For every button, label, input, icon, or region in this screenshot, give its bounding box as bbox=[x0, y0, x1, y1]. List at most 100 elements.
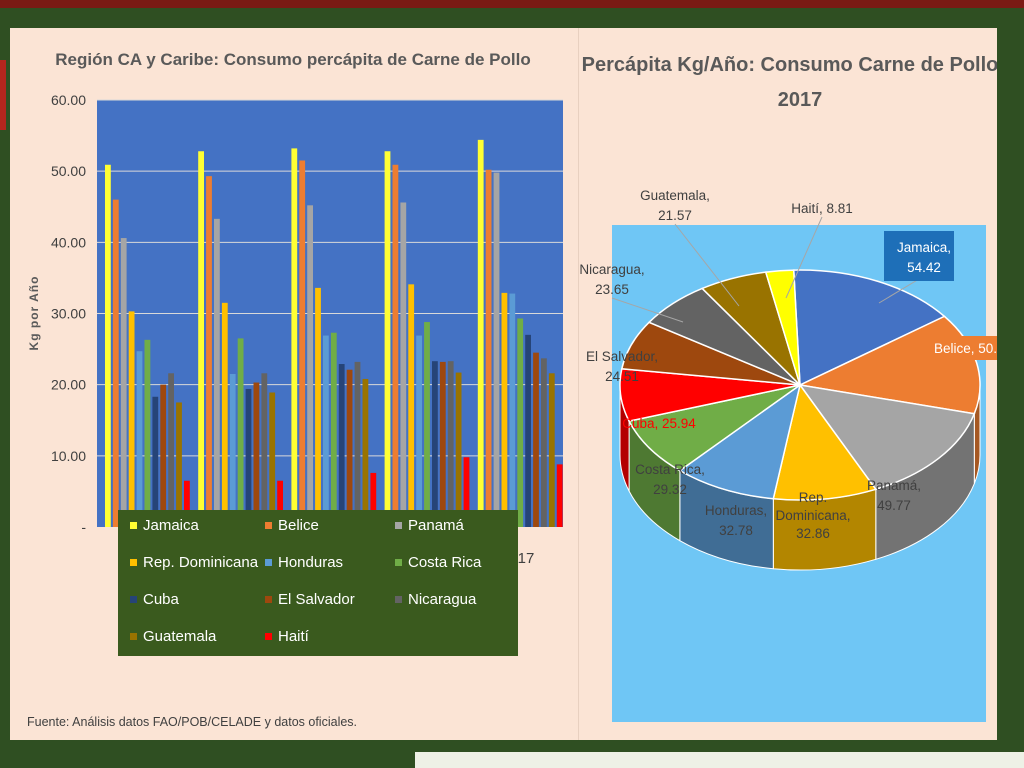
bar-y-axis-label: Kg por Año bbox=[27, 276, 41, 351]
bar-honduras-3 bbox=[416, 335, 422, 527]
bar-guatemala-4 bbox=[548, 373, 555, 527]
pie-label: Haití, 8.81 bbox=[791, 201, 853, 216]
bar-y-tick-labels: - 10.00 20.00 30.00 40.00 50.00 60.00 bbox=[51, 92, 86, 535]
bar-nicaragua-1 bbox=[261, 373, 268, 527]
bar-belice-3 bbox=[392, 164, 399, 528]
pie-leader-line bbox=[785, 216, 823, 299]
bar-guatemala-0 bbox=[176, 402, 182, 527]
bar-costa-rica-3 bbox=[424, 322, 430, 527]
bar-legend: Jamaica Belice Panamá Rep. Dominicana Hondur… bbox=[130, 517, 482, 645]
bar-cuba-1 bbox=[245, 388, 252, 527]
pie-slice-honduras bbox=[678, 383, 802, 500]
pie-chart-title-line1: Percápita Kg/Año: Consumo Carne de Pollo bbox=[582, 54, 997, 76]
pie-label-value: 21.57 bbox=[658, 208, 692, 223]
pie-label: Belice, 50.22 bbox=[934, 341, 997, 356]
pie-slice-rep-dominicana bbox=[772, 383, 878, 501]
bar-hait--1 bbox=[277, 480, 283, 527]
legend-label: Costa Rica bbox=[408, 554, 482, 571]
pie-slice-panam bbox=[798, 383, 976, 491]
bar-nicaragua-4 bbox=[541, 358, 547, 527]
bar-rep-dominicana-1 bbox=[221, 302, 228, 527]
bar-el-salvador-3 bbox=[439, 361, 446, 527]
bar-el-salvador-0 bbox=[160, 384, 167, 527]
bar-y-tick: - bbox=[81, 519, 86, 535]
legend-swatch bbox=[130, 633, 137, 640]
pie-label-name: Panamá, bbox=[867, 478, 921, 493]
pie-label-value: 49.77 bbox=[877, 498, 911, 513]
bar-cuba-3 bbox=[432, 361, 438, 527]
bar-jamaica-3 bbox=[384, 151, 391, 527]
bar-costa-rica-1 bbox=[237, 338, 244, 527]
pie-label-name: El Salvador, bbox=[586, 349, 658, 364]
legend-label: El Salvador bbox=[278, 591, 355, 608]
pie-label-value: 54.42 bbox=[907, 260, 941, 275]
pie-label-name: Rep. bbox=[799, 490, 828, 505]
bar-belice-1 bbox=[206, 176, 212, 528]
bar-panam--0 bbox=[120, 238, 127, 527]
legend-label: Cuba bbox=[143, 591, 180, 608]
bar-honduras-4 bbox=[509, 293, 516, 527]
bar-y-tick: 50.00 bbox=[51, 163, 86, 179]
bar-rep-dominicana-2 bbox=[315, 287, 321, 527]
bar-costa-rica-4 bbox=[517, 318, 524, 527]
bar-honduras-2 bbox=[323, 335, 329, 527]
bar-chart-panel: Región CA y Caribe: Consumo percápita de… bbox=[10, 28, 578, 740]
bar-hait--4 bbox=[556, 464, 563, 527]
pie-slice-costa-rica bbox=[627, 384, 801, 472]
pie-label-value: 23.65 bbox=[595, 282, 629, 297]
bar-x-tick-label: 17 bbox=[518, 550, 535, 567]
bar-hait--2 bbox=[370, 472, 377, 527]
pie-label-value: 29.32 bbox=[653, 482, 687, 497]
bar-panam--4 bbox=[493, 172, 500, 527]
bar-chart: Región CA y Caribe: Consumo percápita de… bbox=[27, 50, 563, 729]
legend-label: Rep. Dominicana bbox=[143, 554, 259, 571]
legend-label: Jamaica bbox=[143, 517, 200, 534]
pie-leader-line bbox=[674, 223, 740, 307]
legend-swatch bbox=[395, 522, 402, 529]
pie-label: Cuba, 25.94 bbox=[622, 416, 696, 431]
legend-swatch bbox=[265, 522, 272, 529]
legend-label: Honduras bbox=[278, 554, 343, 571]
bar-panam--2 bbox=[307, 205, 313, 527]
bar-hait--0 bbox=[184, 480, 190, 527]
pie-label-value: 32.78 bbox=[719, 523, 753, 538]
bar-rep-dominicana-3 bbox=[408, 284, 415, 527]
pie-chart-title-line2: 2017 bbox=[778, 89, 823, 111]
pie-label-value: 24.51 bbox=[605, 369, 639, 384]
legend-label: Haití bbox=[278, 628, 310, 645]
legend-swatch bbox=[130, 596, 137, 603]
bar-series bbox=[105, 139, 563, 528]
bar-gridlines bbox=[97, 99, 563, 457]
pie-label-name: Dominicana, bbox=[775, 508, 850, 523]
bar-jamaica-4 bbox=[477, 139, 484, 527]
bar-jamaica-1 bbox=[198, 151, 204, 527]
left-edge-accent bbox=[0, 60, 6, 130]
bar-chart-title: Región CA y Caribe: Consumo percápita de… bbox=[55, 50, 530, 69]
top-accent-bar bbox=[0, 0, 1024, 8]
legend-label: Panamá bbox=[408, 517, 465, 534]
bar-costa-rica-0 bbox=[144, 339, 151, 527]
pie-chart-panel: Percápita Kg/Año: Consumo Carne de Pollo… bbox=[578, 28, 1012, 740]
source-footnote: Fuente: Análisis datos FAO/POB/CELADE y … bbox=[27, 715, 357, 729]
bar-legend-box bbox=[118, 510, 518, 656]
bar-guatemala-3 bbox=[455, 372, 462, 527]
bar-nicaragua-2 bbox=[354, 361, 361, 527]
pie-label-name: Costa Rica, bbox=[635, 462, 705, 477]
bar-belice-2 bbox=[299, 160, 306, 527]
bar-rep-dominicana-4 bbox=[501, 292, 508, 527]
pie-label-value: 32.86 bbox=[796, 526, 830, 541]
legend-swatch bbox=[265, 559, 272, 566]
pie-leader-line bbox=[611, 297, 684, 323]
pie-label-name: Nicaragua, bbox=[579, 262, 644, 277]
bar-belice-4 bbox=[485, 169, 492, 527]
bar-cuba-0 bbox=[152, 396, 159, 527]
bar-y-tick: 10.00 bbox=[51, 448, 86, 464]
bar-panam--1 bbox=[214, 218, 220, 527]
legend-swatch bbox=[265, 633, 272, 640]
bar-nicaragua-0 bbox=[168, 373, 174, 527]
bar-rep-dominicana-0 bbox=[128, 311, 135, 527]
bar-guatemala-1 bbox=[269, 392, 276, 527]
pie-chart: Percápita Kg/Año: Consumo Carne de Pollo… bbox=[579, 54, 1012, 722]
bar-el-salvador-2 bbox=[346, 369, 353, 527]
pie-label-name: Guatemala, bbox=[640, 188, 710, 203]
